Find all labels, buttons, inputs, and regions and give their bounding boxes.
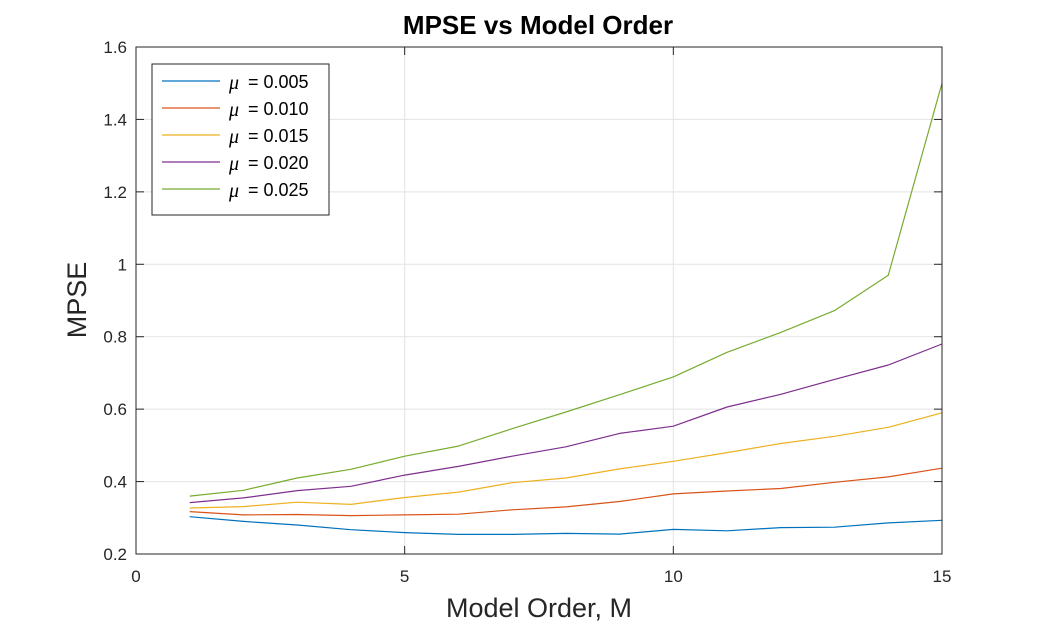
- legend-label: = 0.020: [248, 153, 309, 173]
- y-tick-label: 1: [118, 255, 127, 274]
- x-tick-label: 0: [131, 567, 140, 586]
- y-tick-label: 0.2: [103, 545, 127, 564]
- series-line-1: [189, 516, 943, 536]
- chart-title: MPSE vs Model Order: [403, 10, 673, 40]
- axis-ticks: 0 5 10 15 0.2 0.4 0.6 0.8 1 1.2 1.4 1.6: [103, 38, 951, 586]
- legend-box: [151, 63, 330, 216]
- x-tick-label: 5: [400, 567, 409, 586]
- y-tick-label: 0.6: [103, 400, 127, 419]
- y-tick-label: 0.8: [103, 328, 127, 347]
- legend-label: = 0.010: [248, 99, 309, 119]
- series-line-3: [189, 412, 943, 509]
- legend-symbol: μ: [228, 126, 239, 148]
- legend-symbol: μ: [228, 153, 239, 175]
- series-lines: [189, 83, 943, 536]
- y-tick-label: 1.6: [103, 38, 127, 57]
- series-line-2: [189, 467, 943, 517]
- plot-frame: [135, 46, 943, 555]
- series-line-4: [189, 343, 943, 504]
- y-tick-label: 0.4: [103, 473, 127, 492]
- x-axis-label: Model Order, M: [446, 593, 632, 623]
- y-axis-label: MPSE: [62, 262, 92, 339]
- legend-symbol: μ: [228, 99, 239, 121]
- legend-label: = 0.025: [248, 180, 309, 200]
- x-tick-label: 15: [933, 567, 952, 586]
- legend-label: = 0.015: [248, 126, 309, 146]
- legend-label: = 0.005: [248, 72, 309, 92]
- y-tick-label: 1.2: [103, 183, 127, 202]
- x-tick-label: 10: [664, 567, 683, 586]
- series-line-5: [189, 83, 943, 497]
- legend-symbol: μ: [228, 72, 239, 94]
- legend: μ = 0.005 μ = 0.010 μ = 0.015 μ = 0.020 μ = 0.025: [151, 63, 330, 216]
- y-tick-label: 1.4: [103, 110, 127, 129]
- legend-symbol: μ: [228, 180, 239, 202]
